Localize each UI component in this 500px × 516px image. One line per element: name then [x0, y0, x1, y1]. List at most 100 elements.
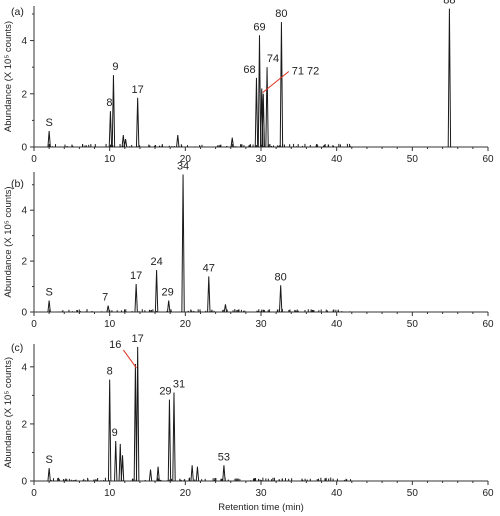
- annotation-pointer: [122, 349, 137, 369]
- y-axis-label: Abundance (X 10⁵ counts): [3, 357, 14, 468]
- x-tick-label: 30: [255, 154, 267, 165]
- x-tick-label: 30: [255, 319, 267, 330]
- x-tick-label: 30: [255, 488, 267, 499]
- peak-label: 9: [112, 427, 118, 439]
- x-tick-label: 50: [407, 488, 419, 499]
- x-tick-label: 20: [180, 319, 192, 330]
- peak: [47, 468, 51, 482]
- y-axis-label: Abundance (X 10⁵ counts): [3, 186, 14, 297]
- peak-label: 88: [443, 0, 455, 7]
- x-tick-label: 60: [482, 488, 494, 499]
- peak: [47, 131, 51, 148]
- peak: [114, 441, 118, 482]
- peak: [172, 392, 176, 482]
- y-tick-label: 0: [21, 308, 27, 319]
- peak: [257, 35, 262, 148]
- x-tick-label: 0: [31, 488, 37, 499]
- chart-panel-c: 0 10 20 30 40 50 60 0 2 4 Abundance (X 10⁵ counts)…: [3, 333, 494, 513]
- x-tick-label: 40: [331, 488, 343, 499]
- y-tick-label: 2: [21, 89, 27, 100]
- y-axis-label: Abundance (X 10⁵ counts): [3, 21, 14, 132]
- peak: [123, 138, 128, 148]
- peak-label: 24: [150, 256, 162, 268]
- x-tick-label: 50: [407, 154, 419, 165]
- peak-label: 29: [159, 386, 171, 398]
- x-tick-label: 10: [104, 488, 116, 499]
- peak: [223, 304, 228, 313]
- peak: [254, 77, 259, 148]
- peak: [108, 111, 113, 148]
- peak: [134, 283, 138, 313]
- y-tick-label: 2: [21, 257, 27, 268]
- x-tick-label: 0: [31, 154, 37, 165]
- trace: [47, 8, 452, 148]
- y-tick-label: 4: [21, 362, 27, 373]
- y-tick-label: 0: [21, 143, 27, 154]
- peak: [154, 269, 159, 313]
- peak: [181, 174, 185, 313]
- peak-label: 17: [132, 84, 144, 96]
- x-tick-label: 40: [331, 154, 343, 165]
- peak-label: S: [45, 454, 52, 466]
- peak: [166, 300, 171, 313]
- peak-label: 80: [275, 271, 287, 283]
- x-tick-label: 50: [407, 319, 419, 330]
- chart-panel-a: 0 10 20 30 40 50 60 0 2 4 Abundance (X 10⁵ counts)…: [3, 0, 494, 165]
- panel-label: (a): [11, 6, 24, 18]
- peak: [135, 97, 140, 148]
- x-tick-label: 20: [180, 488, 192, 499]
- panel-label: (b): [11, 178, 24, 190]
- y-tick-label: 0: [21, 477, 27, 488]
- peak-label: 17: [130, 270, 142, 282]
- x-axis-label: Retention time (min): [218, 502, 304, 513]
- annotation-label: 71 72: [292, 65, 320, 77]
- peak: [121, 134, 125, 148]
- peak: [261, 93, 265, 148]
- peak: [133, 363, 138, 482]
- x-tick-label: 10: [104, 154, 116, 165]
- peak: [279, 21, 284, 148]
- x-tick-label: 0: [31, 319, 37, 330]
- peak-label: 17: [132, 333, 144, 345]
- peak-label: 8: [106, 97, 112, 109]
- peak: [230, 137, 234, 148]
- x-tick-label: 20: [180, 154, 192, 165]
- peak: [148, 469, 153, 482]
- peak: [176, 134, 180, 148]
- annotation-pointer: [262, 71, 290, 93]
- x-tick-label: 40: [331, 319, 343, 330]
- peak: [190, 465, 194, 482]
- peak: [107, 379, 112, 482]
- x-tick-label: 60: [482, 154, 494, 165]
- annotation-label: 16: [109, 339, 121, 351]
- panel-label: (c): [11, 342, 23, 354]
- peak-label: 47: [203, 262, 215, 274]
- peak: [207, 276, 211, 313]
- peak-label: 8: [107, 366, 113, 378]
- peak: [120, 455, 125, 482]
- y-tick-label: 4: [21, 206, 27, 217]
- x-tick-label: 10: [104, 319, 116, 330]
- trace: [47, 346, 352, 482]
- peak: [111, 75, 116, 148]
- peak: [195, 466, 200, 482]
- peak-label: 80: [275, 8, 287, 20]
- peak: [447, 8, 452, 148]
- peak-label: 9: [112, 61, 118, 73]
- peak-label: 69: [253, 21, 265, 33]
- peak: [156, 466, 160, 482]
- peak-label: S: [45, 287, 52, 299]
- peak: [222, 465, 226, 482]
- peak: [167, 399, 172, 482]
- peak-label: 53: [218, 451, 230, 463]
- peak-label: 29: [162, 287, 174, 299]
- peak: [47, 300, 51, 313]
- peak: [278, 285, 283, 313]
- x-tick-label: 60: [482, 319, 494, 330]
- peak-label: 68: [243, 64, 255, 76]
- peak: [106, 305, 110, 313]
- trace: [47, 174, 351, 313]
- peak-label: 7: [102, 292, 108, 304]
